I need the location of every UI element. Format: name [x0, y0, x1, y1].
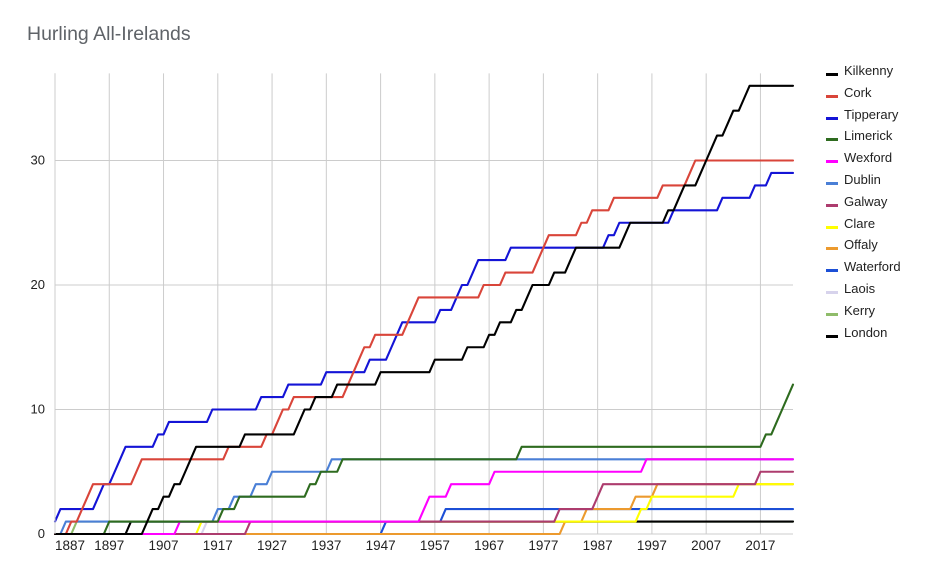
svg-text:1887: 1887	[55, 538, 85, 553]
svg-text:1917: 1917	[203, 538, 233, 553]
svg-text:2007: 2007	[691, 538, 721, 553]
svg-text:1947: 1947	[366, 538, 396, 553]
svg-text:1957: 1957	[420, 538, 450, 553]
svg-text:10: 10	[31, 402, 45, 417]
svg-text:1897: 1897	[94, 538, 124, 553]
svg-text:30: 30	[31, 153, 45, 168]
svg-text:1937: 1937	[311, 538, 341, 553]
svg-text:1967: 1967	[474, 538, 504, 553]
svg-text:1907: 1907	[149, 538, 179, 553]
svg-text:0: 0	[38, 526, 45, 541]
svg-text:2017: 2017	[745, 538, 775, 553]
svg-text:20: 20	[31, 277, 45, 292]
svg-text:1987: 1987	[583, 538, 613, 553]
svg-text:1927: 1927	[257, 538, 287, 553]
svg-text:1977: 1977	[528, 538, 558, 553]
svg-text:1997: 1997	[637, 538, 667, 553]
